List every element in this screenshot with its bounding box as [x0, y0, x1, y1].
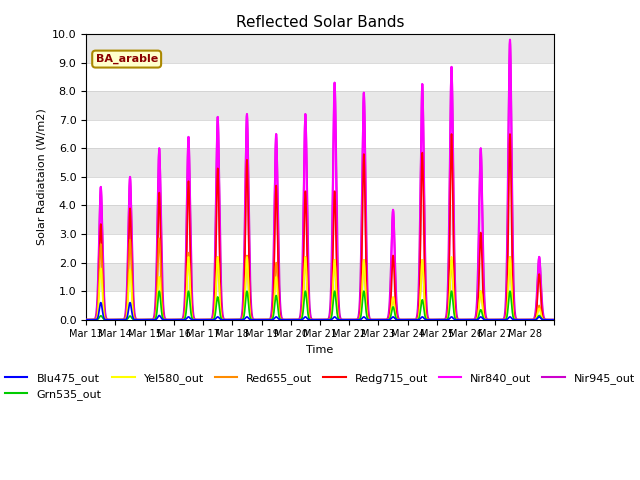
Blu475_out	[428, 317, 436, 323]
Line: Redg715_out: Redg715_out	[86, 134, 554, 320]
Line: Red655_out: Red655_out	[86, 238, 554, 320]
Redg715_out	[385, 316, 392, 322]
Yel580_out	[442, 317, 449, 323]
Red655_out	[449, 268, 456, 274]
Text: BA_arable: BA_arable	[95, 54, 158, 64]
Blu475_out	[550, 317, 557, 323]
Line: Yel580_out: Yel580_out	[86, 257, 554, 320]
Nir840_out	[83, 317, 90, 323]
Nir840_out	[163, 317, 170, 323]
Line: Nir945_out: Nir945_out	[86, 40, 554, 320]
Yel580_out	[394, 317, 402, 323]
Y-axis label: Solar Radiataion (W/m2): Solar Radiataion (W/m2)	[36, 108, 46, 245]
Nir840_out	[550, 317, 557, 323]
Grn535_out	[163, 317, 170, 323]
Bar	[86, 120, 554, 148]
Nir945_out	[550, 317, 557, 323]
Nir945_out	[394, 313, 402, 319]
Legend: Blu475_out, Grn535_out, Yel580_out, Red655_out, Redg715_out, Nir840_out, Nir945_: Blu475_out, Grn535_out, Yel580_out, Red6…	[1, 368, 639, 405]
Nir945_out	[385, 310, 392, 315]
Grn535_out	[506, 288, 514, 294]
Bar	[86, 148, 554, 177]
Grn535_out	[385, 317, 392, 323]
Nir945_out	[83, 317, 90, 323]
Red655_out	[442, 317, 449, 323]
Bar	[86, 177, 554, 205]
Nir945_out	[163, 317, 170, 323]
Line: Nir840_out: Nir840_out	[86, 40, 554, 320]
Bar	[86, 62, 554, 91]
Nir840_out	[428, 317, 436, 323]
Blu475_out	[97, 300, 104, 305]
Yel580_out	[163, 317, 170, 323]
Yel580_out	[83, 317, 90, 323]
Redg715_out	[83, 317, 90, 323]
Red655_out	[394, 317, 402, 323]
Yel580_out	[550, 317, 557, 323]
Blu475_out	[394, 317, 402, 323]
Nir840_out	[385, 316, 392, 322]
X-axis label: Time: Time	[307, 345, 333, 355]
Red655_out	[385, 317, 392, 323]
Nir840_out	[506, 37, 514, 43]
Nir945_out	[428, 317, 436, 323]
Nir840_out	[442, 317, 449, 323]
Grn535_out	[550, 317, 557, 323]
Bar	[86, 91, 554, 120]
Red655_out	[156, 235, 163, 241]
Line: Blu475_out: Blu475_out	[86, 302, 554, 320]
Grn535_out	[394, 317, 402, 323]
Bar	[86, 205, 554, 234]
Redg715_out	[449, 158, 456, 164]
Blu475_out	[83, 317, 90, 323]
Redg715_out	[163, 317, 170, 323]
Redg715_out	[428, 317, 436, 323]
Redg715_out	[442, 317, 449, 323]
Line: Grn535_out: Grn535_out	[86, 291, 554, 320]
Yel580_out	[428, 317, 436, 323]
Bar	[86, 263, 554, 291]
Blu475_out	[449, 314, 456, 320]
Red655_out	[428, 317, 436, 323]
Bar	[86, 34, 554, 62]
Nir840_out	[449, 101, 456, 107]
Grn535_out	[442, 317, 449, 323]
Nir945_out	[442, 315, 449, 321]
Yel580_out	[385, 317, 392, 323]
Blu475_out	[442, 317, 449, 323]
Nir840_out	[394, 316, 402, 322]
Blu475_out	[163, 317, 171, 323]
Yel580_out	[506, 254, 514, 260]
Grn535_out	[428, 317, 436, 323]
Bar	[86, 234, 554, 263]
Redg715_out	[394, 317, 402, 323]
Red655_out	[550, 317, 557, 323]
Red655_out	[83, 317, 90, 323]
Redg715_out	[550, 317, 557, 323]
Blu475_out	[385, 317, 392, 323]
Nir945_out	[506, 37, 514, 43]
Yel580_out	[449, 263, 456, 269]
Title: Reflected Solar Bands: Reflected Solar Bands	[236, 15, 404, 30]
Nir945_out	[449, 87, 456, 93]
Grn535_out	[449, 292, 456, 298]
Red655_out	[163, 317, 171, 323]
Grn535_out	[83, 317, 90, 323]
Bar	[86, 291, 554, 320]
Redg715_out	[506, 131, 514, 137]
